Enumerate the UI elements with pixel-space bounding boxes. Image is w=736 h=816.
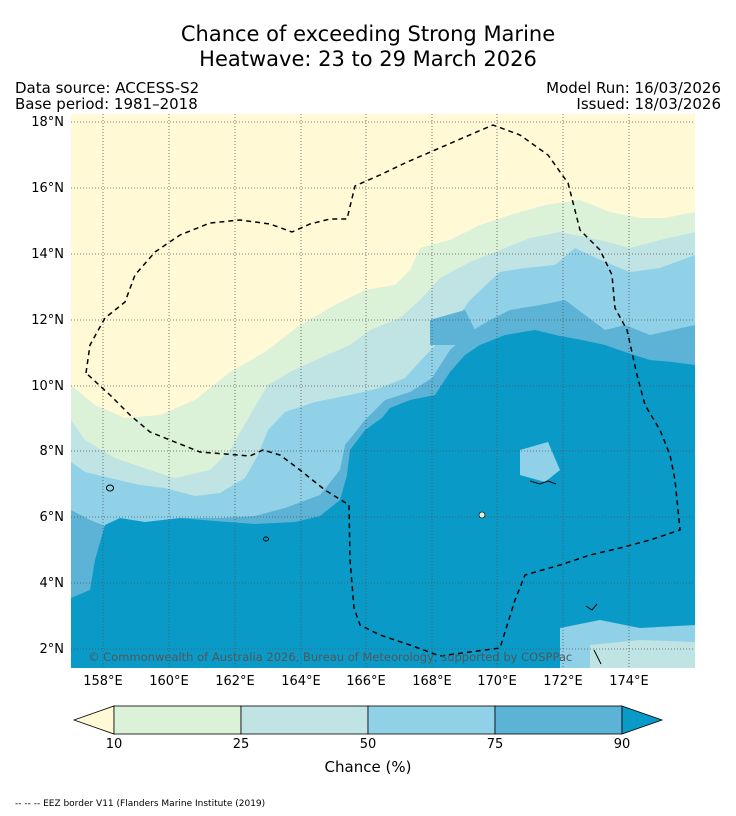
lat-label: 10°N <box>31 379 64 394</box>
base-period: Base period: 1981–2018 <box>15 95 198 113</box>
lon-label: 164°E <box>281 674 321 689</box>
lat-label: 14°N <box>31 247 64 262</box>
lon-label: 166°E <box>346 674 386 689</box>
lon-label: 168°E <box>412 674 452 689</box>
eez-footnote: -- -- -- EEZ border V11 (Flanders Marine… <box>15 799 266 809</box>
lat-label: 18°N <box>31 115 64 130</box>
colorbar-segment-75-90 <box>494 705 623 735</box>
lat-label: 16°N <box>31 181 64 196</box>
colorbar-extend-high <box>621 705 664 735</box>
lat-label: 12°N <box>31 313 64 328</box>
lon-label: 158°E <box>83 674 123 689</box>
lat-label: 8°N <box>39 444 65 459</box>
colorbar-tick: 25 <box>232 737 250 752</box>
copyright-text: © Commonwealth of Australia 2026, Bureau… <box>88 650 572 664</box>
meta-left: Data source: ACCESS-S2 Base period: 1981… <box>15 80 199 112</box>
title-line-1: Chance of exceeding Strong Marine <box>180 22 556 46</box>
lat-label: 4°N <box>39 576 65 591</box>
band-above-90 <box>71 330 695 668</box>
colorbar-extend-low <box>72 705 115 735</box>
colorbar-segment-25-50 <box>240 705 369 735</box>
lon-label: 174°E <box>609 674 649 689</box>
issued-date: Issued: 18/03/2026 <box>576 95 721 113</box>
atoll-shape <box>585 603 598 611</box>
colorbar-segment-50-75 <box>367 705 496 735</box>
title-line-2: Heatwave: 23 to 29 March 2026 <box>199 47 537 71</box>
atoll-shape <box>593 649 602 665</box>
colorbar-segment-10-25 <box>113 705 242 735</box>
island-marker <box>106 484 114 492</box>
island-marker <box>263 536 269 542</box>
map-title: Chance of exceeding Strong Marine Heatwa… <box>0 22 736 72</box>
lat-label: 6°N <box>39 510 65 525</box>
colorbar-tick: 75 <box>486 737 504 752</box>
lat-label: 2°N <box>39 642 65 657</box>
model-run: Model Run: 16/03/2026 <box>546 79 721 97</box>
patch-50-75-east <box>520 442 560 482</box>
colorbar-tick: 10 <box>105 737 123 752</box>
colorbar <box>72 705 664 735</box>
patch-25-50-southeast <box>590 640 695 668</box>
lon-label: 170°E <box>477 674 517 689</box>
lon-label: 162°E <box>215 674 255 689</box>
patch-75-90-north <box>430 310 475 345</box>
colorbar-title: Chance (%) <box>324 758 412 776</box>
lon-label: 160°E <box>149 674 189 689</box>
data-source: Data source: ACCESS-S2 <box>15 79 200 97</box>
eez-border <box>85 124 681 657</box>
map-panel: © Commonwealth of Australia 2026, Bureau… <box>71 114 695 668</box>
meta-right: Model Run: 16/03/2026 Issued: 18/03/2026 <box>546 80 721 112</box>
colorbar-tick: 90 <box>613 737 631 752</box>
island-marker <box>478 511 486 519</box>
graticule <box>71 114 695 668</box>
lon-label: 172°E <box>543 674 583 689</box>
atoll-shape <box>529 480 557 485</box>
colorbar-tick: 50 <box>359 737 377 752</box>
